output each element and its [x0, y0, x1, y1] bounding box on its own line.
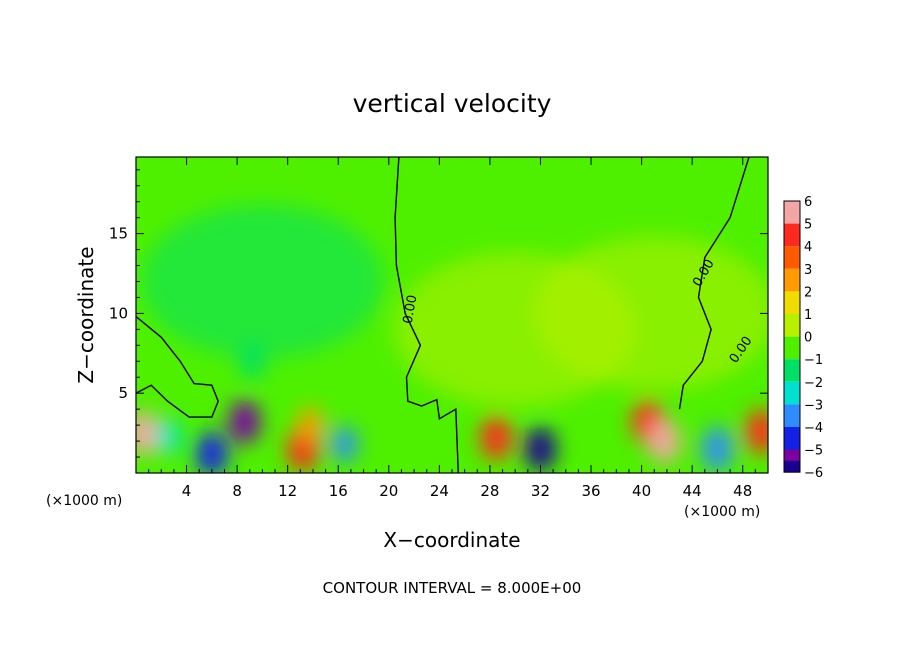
- colorbar-swatch: [784, 314, 800, 337]
- contour-interval-note: CONTOUR INTERVAL = 8.000E+00: [323, 579, 582, 597]
- field-feature-17: [141, 204, 384, 359]
- colorbar-label: −3: [804, 398, 823, 413]
- colorbar-swatch: [784, 223, 800, 247]
- x-tick-label: 36: [581, 482, 600, 500]
- colorbar-label: 4: [804, 240, 812, 255]
- colorbar-label: 6: [804, 195, 812, 210]
- colorbar-label: −1: [804, 353, 823, 368]
- zero-contour-2: [678, 157, 750, 410]
- zero-contours: [136, 157, 750, 473]
- field-core-4: [236, 410, 253, 433]
- y-tick-label: 15: [109, 225, 128, 243]
- x-tick-label: 32: [531, 482, 550, 500]
- colorbar-label: 0: [804, 331, 812, 346]
- colorbar-label: 3: [804, 263, 812, 278]
- colorbar-swatch: [784, 381, 800, 405]
- y-axis: 5 10 15: [109, 169, 768, 458]
- y-tick-label: 5: [118, 384, 128, 402]
- colorbar-label: −5: [804, 444, 823, 459]
- field-core-10: [532, 438, 549, 461]
- x-tick-label: 24: [430, 482, 449, 500]
- x-tick-label: 44: [683, 482, 702, 500]
- colorbar: 6 5 4 3 2 1 0 −1 −2 −3 −4 −5 −6: [783, 195, 823, 481]
- colorbar-label: −2: [804, 376, 823, 391]
- field-core-1: [136, 422, 151, 445]
- colorbar-swatch: [784, 404, 800, 427]
- velocity-field: [136, 204, 768, 473]
- colorbar-swatch: [784, 201, 800, 224]
- y-tick-label: 10: [109, 304, 128, 322]
- field-feature-7: [297, 406, 324, 444]
- field-core-12: [656, 430, 673, 453]
- field-feature-13: [701, 426, 734, 472]
- x-tick-label: 20: [379, 482, 398, 500]
- field-core-14: [753, 420, 768, 443]
- x-tick-label: 12: [278, 482, 297, 500]
- y-axis-label: Z−coordinate: [74, 246, 98, 383]
- colorbar-swatch: [784, 268, 800, 292]
- contour-label-1: 0.00: [401, 294, 421, 325]
- field-core-6: [294, 438, 311, 461]
- x-tick-label: 48: [733, 482, 752, 500]
- colorbar-label: −6: [804, 466, 823, 481]
- x-unit-left: (×1000 m): [46, 493, 122, 509]
- field-core-9: [488, 426, 505, 449]
- colorbar-label: 2: [804, 285, 812, 300]
- x-tick-label: 40: [632, 482, 651, 500]
- colorbar-swatch: [784, 449, 800, 461]
- field-core-3: [203, 442, 220, 465]
- x-tick-label: 8: [232, 482, 242, 500]
- field-feature-2: [154, 418, 181, 455]
- colorbar-swatch: [784, 291, 800, 314]
- zero-contour-1: [394, 157, 459, 473]
- colorbar-swatch: [784, 427, 800, 450]
- x-tick-label: 16: [329, 482, 348, 500]
- colorbar-label: −4: [804, 421, 823, 436]
- x-tick-label: 4: [182, 482, 192, 500]
- x-tick-label: 28: [480, 482, 499, 500]
- plot-area: [136, 157, 768, 473]
- colorbar-label: 5: [804, 218, 812, 233]
- x-axis-label: X−coordinate: [383, 528, 520, 552]
- colorbar-swatch: [784, 246, 800, 269]
- colorbar-swatch: [784, 336, 800, 360]
- field-feature-16: [394, 252, 637, 407]
- zero-contour-3: [136, 316, 219, 418]
- colorbar-frame: [783, 200, 801, 473]
- x-axis: 4 8 12 16 20 24 28 32 36 40 44 48: [148, 157, 756, 500]
- colorbar-swatch: [784, 359, 800, 382]
- x-unit-right: (×1000 m): [684, 504, 760, 520]
- colorbar-label: 1: [804, 308, 812, 323]
- chart-title: vertical velocity: [353, 89, 552, 118]
- field-feature-8: [331, 426, 358, 463]
